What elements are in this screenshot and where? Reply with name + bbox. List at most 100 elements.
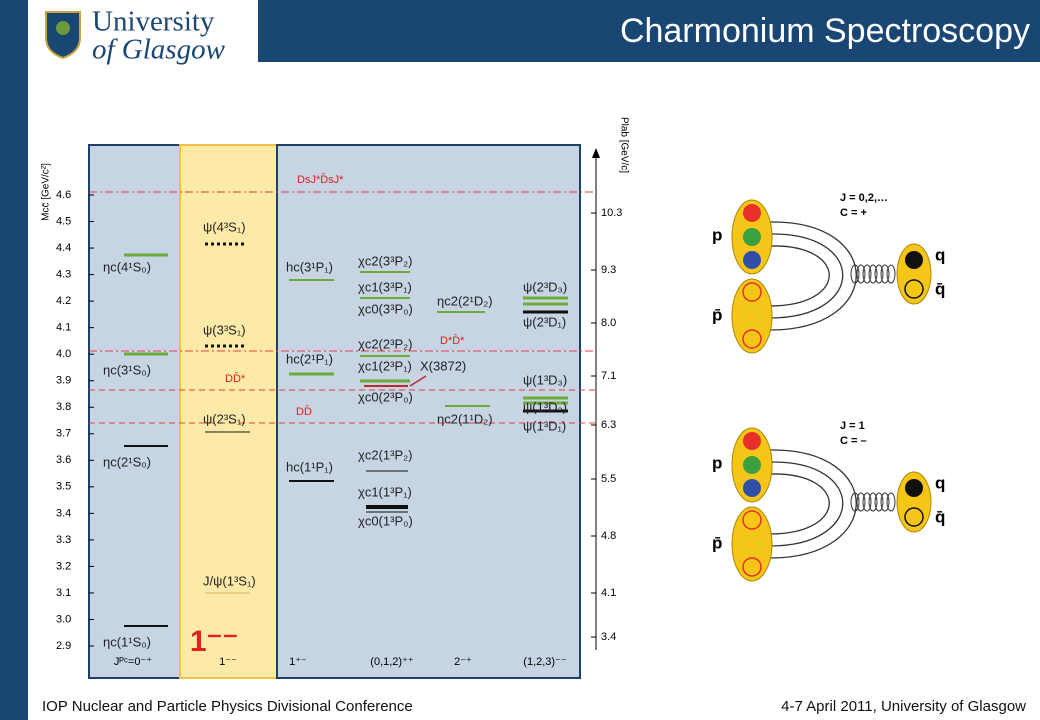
quark bbox=[743, 432, 761, 450]
particle-label: p̄ bbox=[712, 533, 722, 552]
tick-label: 4.6 bbox=[56, 189, 71, 201]
quark bbox=[905, 251, 923, 269]
tick-label: 3.7 bbox=[56, 428, 71, 440]
gluon-line bbox=[769, 221, 857, 331]
antiquark bbox=[742, 510, 762, 530]
header-bar bbox=[258, 0, 1040, 62]
gluon-coil bbox=[880, 492, 890, 512]
state-label: χc1(1³P₁) bbox=[358, 484, 412, 499]
particle-label: p bbox=[712, 453, 722, 472]
gluon-coil bbox=[862, 264, 872, 284]
axis-label: Plab [GeV/c] bbox=[618, 117, 629, 173]
tick-label: 5.5 bbox=[601, 473, 616, 485]
gluon-coil bbox=[886, 264, 896, 284]
state-label: ηc2(1¹D₂) bbox=[437, 411, 493, 426]
state-label: hc(2¹P₁) bbox=[286, 351, 333, 366]
tick-label: 9.3 bbox=[601, 264, 616, 276]
tick-label: 7.1 bbox=[601, 370, 616, 382]
tick-label: 6.3 bbox=[601, 419, 616, 431]
panel bbox=[179, 144, 278, 679]
antiquark bbox=[742, 534, 762, 554]
column-label: 1⁻⁻ bbox=[219, 656, 237, 668]
tick-label: 3.4 bbox=[601, 631, 616, 643]
slide-title: Charmonium Spectroscopy bbox=[620, 12, 1030, 50]
state-label: χc2(2³P₂) bbox=[358, 336, 413, 351]
antiproton bbox=[731, 278, 773, 354]
gluon-line bbox=[769, 461, 844, 547]
tick-label: 8.0 bbox=[601, 317, 616, 329]
panel bbox=[88, 144, 181, 679]
particle-label: q bbox=[935, 245, 945, 264]
tick-label: 4.1 bbox=[601, 587, 616, 599]
quark bbox=[743, 251, 761, 269]
tick-label: 3.4 bbox=[56, 507, 71, 519]
state-label: ψ(1³D₁) bbox=[523, 418, 566, 433]
column-label: 2⁻⁺ bbox=[454, 656, 472, 668]
gluon-line bbox=[769, 449, 857, 559]
quark bbox=[743, 479, 761, 497]
tick-label: 2.9 bbox=[56, 640, 71, 652]
state-label: ψ(2³D₃) bbox=[523, 279, 567, 294]
state-label: J/ψ(1³S₁) bbox=[203, 573, 256, 588]
gluon-line bbox=[769, 233, 844, 319]
footer-text: 4-7 April 2011, University of Glasgow bbox=[781, 698, 1026, 715]
tick-label: 4.0 bbox=[56, 348, 71, 360]
threshold-label: DsJ*D̄sJ* bbox=[297, 173, 344, 186]
gluon-coil bbox=[874, 492, 884, 512]
tick-label: 4.3 bbox=[56, 268, 71, 280]
tick-label: 3.0 bbox=[56, 613, 71, 625]
quark bbox=[743, 204, 761, 222]
quark bbox=[905, 479, 923, 497]
column-label: Jᴾᶜ=0⁻⁺ bbox=[114, 656, 152, 668]
antiproton bbox=[731, 506, 773, 582]
axis-arrow bbox=[592, 148, 600, 158]
tick-label: 3.5 bbox=[56, 481, 71, 493]
state-label: ηc(4¹S₀) bbox=[103, 259, 151, 274]
quantum-label: J = 0,2,… bbox=[840, 192, 888, 204]
tick-label: 3.8 bbox=[56, 401, 71, 413]
state-label: ψ(1³D₃) bbox=[523, 372, 567, 387]
threshold-label: DD̄* bbox=[225, 372, 246, 385]
state-label: ηc(3¹S₀) bbox=[103, 362, 151, 377]
tick-label: 4.2 bbox=[56, 295, 71, 307]
gluon-line bbox=[769, 473, 830, 535]
column-label: (0,1,2)⁺⁺ bbox=[370, 656, 414, 668]
gluon-coil bbox=[856, 492, 866, 512]
gluon-coil bbox=[874, 264, 884, 284]
column-label: 1⁺⁻ bbox=[289, 656, 307, 668]
quantum-label: J = 1 bbox=[840, 420, 865, 432]
tick-label: 4.4 bbox=[56, 242, 71, 254]
state-label: χc0(1³P₀) bbox=[358, 513, 413, 528]
exotic-label: X(3872) bbox=[420, 358, 466, 373]
side-bar bbox=[0, 0, 28, 720]
state-label: χc0(2³P₀) bbox=[358, 389, 413, 404]
gluon-line bbox=[769, 245, 830, 307]
antiquark bbox=[742, 329, 762, 349]
column-label: (1,2,3)⁻⁻ bbox=[523, 656, 567, 668]
gluon-coil bbox=[856, 264, 866, 284]
threshold-label: DD̄ bbox=[296, 405, 312, 418]
state-label: ηc(1¹S₀) bbox=[103, 634, 151, 649]
state-label: ηc2(2¹D₂) bbox=[437, 293, 493, 308]
state-label: χc1(2³P₁) bbox=[358, 358, 412, 373]
tick-label: 10.3 bbox=[601, 207, 622, 219]
tick-label: 4.1 bbox=[56, 322, 71, 334]
state-label: hc(1¹P₁) bbox=[286, 459, 333, 474]
state-label: χc1(3³P₁) bbox=[358, 279, 412, 294]
logo-tree bbox=[56, 21, 70, 35]
state-label: ψ(3³S₁) bbox=[203, 322, 246, 337]
state-label: ψ(1³D₂) bbox=[523, 399, 567, 414]
quantum-label: C = – bbox=[840, 435, 867, 447]
gluon-coil bbox=[886, 492, 896, 512]
quark bbox=[743, 228, 761, 246]
big-label: 1⁻⁻ bbox=[190, 625, 238, 658]
footer-text: IOP Nuclear and Particle Physics Divisio… bbox=[42, 698, 413, 715]
logo-text: of Glasgow bbox=[92, 34, 226, 66]
particle-label: p̄ bbox=[712, 305, 722, 324]
gluon-coil bbox=[862, 492, 872, 512]
particle-label: q bbox=[935, 473, 945, 492]
tick-label: 4.5 bbox=[56, 215, 71, 227]
tick-label: 3.9 bbox=[56, 375, 71, 387]
state-label: ψ(2³D₁) bbox=[523, 314, 566, 329]
particle-label: q̄ bbox=[935, 279, 945, 298]
